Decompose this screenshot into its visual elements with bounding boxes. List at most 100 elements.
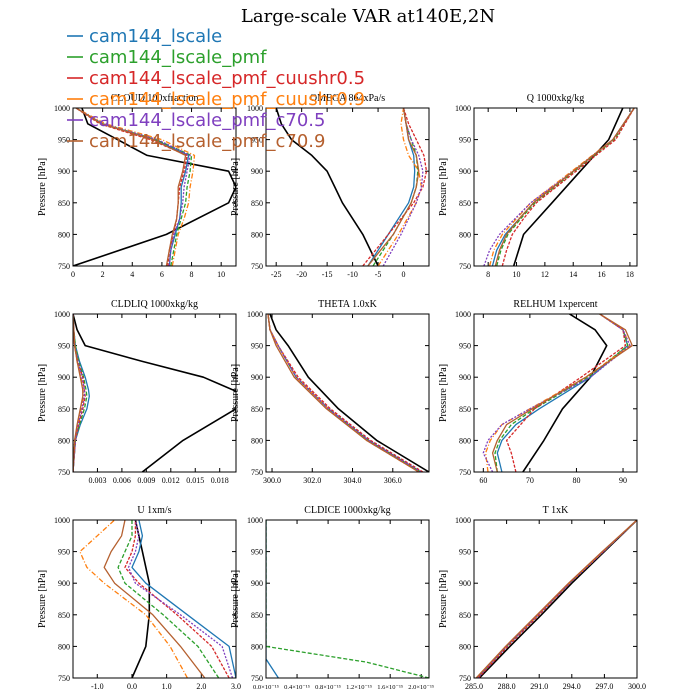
- panel-title: RELHUM 1xpercent: [513, 299, 597, 310]
- y-tick-label: 1000: [455, 516, 471, 525]
- y-tick-label: 900: [459, 373, 471, 382]
- y-tick-label: 850: [459, 199, 471, 208]
- y-tick-label: 1000: [54, 310, 70, 319]
- series-line-cam144-lscale-pmf-c705: [382, 108, 424, 266]
- x-tick-label: 300.0: [628, 682, 646, 691]
- y-tick-label: 1000: [247, 310, 263, 319]
- x-tick-label: 8: [190, 270, 194, 279]
- series-line-cam144-lscale-pmf-c705: [75, 108, 191, 266]
- y-tick-label: 750: [251, 262, 263, 271]
- series-line-reference: [512, 108, 624, 266]
- series-line-cam144-lscale-pmf-cuushr09: [75, 108, 196, 266]
- x-tick-label: -15: [322, 270, 333, 279]
- x-tick-label: -5: [375, 270, 382, 279]
- y-tick-label: 750: [459, 262, 471, 271]
- y-tick-label: 850: [58, 405, 70, 414]
- panel-title: OMEGA 864xPa/s: [310, 93, 385, 104]
- x-tick-label: 302.0: [303, 476, 321, 485]
- y-tick-label: 950: [251, 136, 263, 145]
- y-tick-label: 850: [251, 611, 263, 620]
- series-line-cam144-lscale-pmf-cuushr09: [267, 314, 420, 472]
- y-tick-label: 900: [58, 579, 70, 588]
- series-line-cam144-lscale: [496, 314, 629, 472]
- y-tick-label: 800: [58, 436, 70, 445]
- x-tick-label: 16: [598, 270, 606, 279]
- x-tick-label: 0.006: [113, 476, 131, 485]
- panel-cldice: CLDICE 1000xkg/kg Pressure [hPa] 750 800 850…: [230, 505, 434, 691]
- series-line-cam144-lscale-pmf-cuushr09: [377, 108, 423, 266]
- series-line-cam144-lscale-pmf-c709: [73, 314, 84, 472]
- y-tick-label: 950: [251, 548, 263, 557]
- x-tick-label: 0.009: [137, 476, 155, 485]
- y-tick-label: 950: [58, 548, 70, 557]
- y-tick-label: 750: [459, 674, 471, 683]
- legend-label: cam144_lscale_pmf_cuushr0.9: [89, 89, 365, 110]
- y-tick-label: 800: [251, 436, 263, 445]
- panel-u: U 1xm/s Pressure [hPa] 750 800 850 900 950 1000…: [37, 505, 241, 691]
- x-tick-label: -25: [271, 270, 282, 279]
- x-tick-label: 0.4×10⁻¹⁵: [284, 684, 310, 691]
- series-line-cam144-lscale-pmf-c709: [494, 108, 635, 266]
- y-tick-label: 850: [58, 611, 70, 620]
- y-tick-label: 950: [459, 342, 471, 351]
- figure-title: Large-scale VAR at140E,2N: [241, 6, 495, 27]
- y-tick-label: 750: [459, 468, 471, 477]
- series-line-cam144-lscale-pmf-c709: [103, 520, 206, 678]
- y-tick-label: 850: [58, 199, 70, 208]
- y-tick-label: 1000: [54, 104, 70, 113]
- y-axis-label: Pressure [hPa]: [438, 570, 449, 628]
- panel-q: Q 1000xkg/kg Pressure [hPa] 750 800 850 900 95…: [438, 93, 638, 279]
- y-tick-label: 950: [251, 342, 263, 351]
- plot-frame: [265, 107, 430, 267]
- x-tick-label: -20: [296, 270, 307, 279]
- series-line-cam144-lscale-pmf-c709: [267, 314, 420, 472]
- panel-grid: CLOUD 100xfraction Pressure [hPa] 750 800 85…: [37, 93, 646, 691]
- panel-title: THETA 1.0xK: [318, 299, 377, 310]
- y-tick-label: 800: [58, 230, 70, 239]
- y-tick-label: 900: [58, 167, 70, 176]
- y-tick-label: 950: [58, 136, 70, 145]
- series-line-reference: [275, 108, 379, 266]
- series-line-cam144-lscale-pmf: [117, 520, 220, 678]
- y-axis-label: Pressure [hPa]: [230, 570, 241, 628]
- legend-label: cam144_lscale_pmf_c70.5: [89, 110, 325, 131]
- y-tick-label: 800: [459, 436, 471, 445]
- series-line-reference: [73, 314, 236, 472]
- series-line-reference: [269, 314, 429, 472]
- y-tick-label: 800: [58, 642, 70, 651]
- x-tick-label: 0: [71, 270, 75, 279]
- y-tick-label: 950: [58, 342, 70, 351]
- plot-frame: [72, 519, 237, 679]
- x-tick-label: 0.0: [127, 682, 137, 691]
- y-axis-label: Pressure [hPa]: [438, 364, 449, 422]
- x-tick-label: 297.0: [595, 682, 613, 691]
- y-axis-label: Pressure [hPa]: [37, 158, 48, 216]
- y-tick-label: 950: [459, 548, 471, 557]
- x-tick-label: 14: [569, 270, 577, 279]
- series-line-cam144-lscale-pmf: [372, 108, 419, 266]
- x-tick-label: 0.012: [162, 476, 180, 485]
- y-axis-label: Pressure [hPa]: [230, 364, 241, 422]
- x-tick-label: 0.0×10⁻¹⁵: [253, 684, 279, 691]
- y-axis-label: Pressure [hPa]: [37, 570, 48, 628]
- x-tick-label: 2.0×10⁻¹⁵: [408, 684, 434, 691]
- panel-title: CLOUD 100xfraction: [110, 93, 198, 104]
- series-line-cam144-lscale-pmf-c709: [475, 520, 637, 678]
- series-line-cam144-lscale-pmf-cuushr09: [79, 520, 188, 678]
- x-tick-label: 6: [160, 270, 164, 279]
- series-line-cam144-lscale: [267, 314, 422, 472]
- panel-cloud: CLOUD 100xfraction Pressure [hPa] 750 800 85…: [37, 93, 237, 279]
- panel-title: Q 1000xkg/kg: [527, 93, 585, 104]
- x-tick-label: 18: [626, 270, 634, 279]
- y-axis-label: Pressure [hPa]: [37, 364, 48, 422]
- panel-relhum: RELHUM 1xpercent Pressure [hPa] 750 800 850 9…: [438, 299, 638, 485]
- plot-frame: [473, 519, 638, 679]
- y-tick-label: 800: [459, 642, 471, 651]
- x-tick-label: -10: [347, 270, 358, 279]
- series-line-cam144-lscale-pmf-c705: [267, 314, 422, 472]
- x-tick-label: 10: [513, 270, 521, 279]
- x-tick-label: 4: [130, 270, 134, 279]
- x-tick-label: 90: [619, 476, 627, 485]
- series-line-cam144-lscale-pmf: [267, 314, 422, 472]
- panel-t: T 1xK Pressure [hPa] 750 800 850 900 950 1000 28…: [438, 505, 646, 691]
